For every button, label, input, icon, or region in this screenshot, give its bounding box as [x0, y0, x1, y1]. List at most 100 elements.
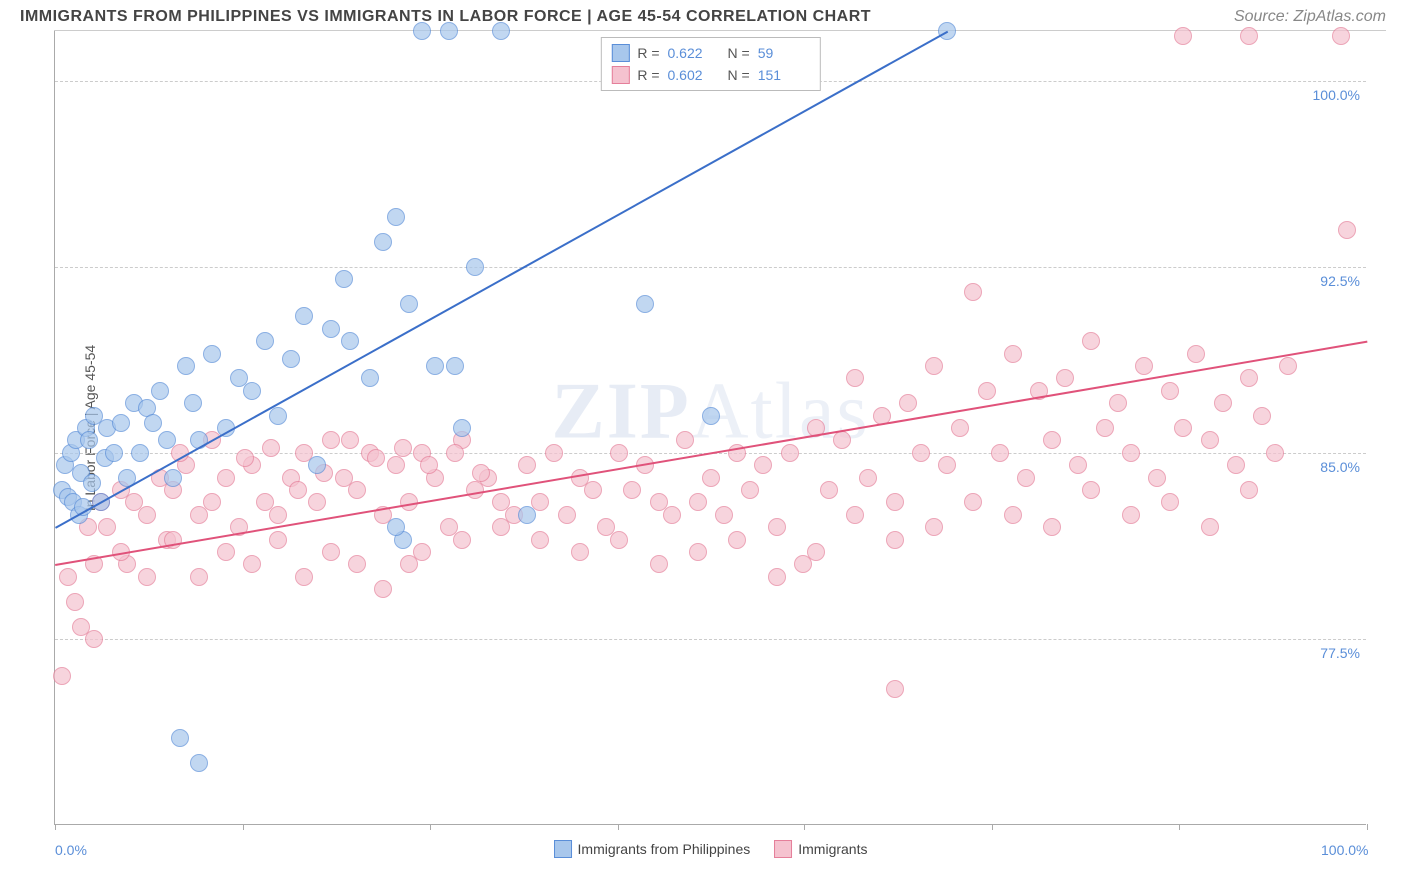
data-point [269, 531, 287, 549]
data-point [886, 531, 904, 549]
data-point [820, 481, 838, 499]
data-point [899, 394, 917, 412]
data-point [341, 332, 359, 350]
data-point [584, 481, 602, 499]
y-tick-label: 92.5% [1320, 273, 1360, 289]
x-tick [804, 824, 805, 830]
data-point [80, 431, 98, 449]
data-point [1122, 444, 1140, 462]
data-point [177, 357, 195, 375]
data-point [348, 555, 366, 573]
data-point [846, 369, 864, 387]
data-point [846, 506, 864, 524]
data-point [98, 518, 116, 536]
data-point [964, 493, 982, 511]
data-point [1338, 221, 1356, 239]
data-point [1227, 456, 1245, 474]
data-point [446, 444, 464, 462]
data-point [964, 283, 982, 301]
x-tick-label: 0.0% [55, 842, 87, 858]
gridline-horizontal [55, 267, 1366, 268]
data-point [256, 332, 274, 350]
data-point [236, 449, 254, 467]
data-point [217, 469, 235, 487]
data-point [1109, 394, 1127, 412]
data-point [1135, 357, 1153, 375]
data-point [164, 469, 182, 487]
legend-series-item: Immigrants from Philippines [554, 840, 751, 858]
chart-header: IMMIGRANTS FROM PHILIPPINES VS IMMIGRANT… [0, 0, 1406, 30]
trend-line [55, 31, 948, 529]
data-point [1201, 518, 1219, 536]
data-point [925, 518, 943, 536]
data-point [558, 506, 576, 524]
data-point [308, 456, 326, 474]
data-point [702, 469, 720, 487]
data-point [991, 444, 1009, 462]
data-point [925, 357, 943, 375]
legend-swatch [774, 840, 792, 858]
legend-r-value: 0.622 [668, 45, 720, 61]
data-point [112, 414, 130, 432]
data-point [446, 357, 464, 375]
legend-n-label: N = [728, 45, 750, 61]
legend-stats-row: R =0.602N =151 [611, 64, 809, 86]
data-point [440, 22, 458, 40]
data-point [282, 350, 300, 368]
data-point [1174, 419, 1192, 437]
data-point [453, 531, 471, 549]
data-point [715, 506, 733, 524]
y-tick-label: 85.0% [1320, 459, 1360, 475]
data-point [426, 357, 444, 375]
data-point [623, 481, 641, 499]
legend-series-label: Immigrants from Philippines [578, 841, 751, 857]
data-point [322, 320, 340, 338]
data-point [184, 394, 202, 412]
data-point [1004, 506, 1022, 524]
data-point [53, 667, 71, 685]
data-point [1056, 369, 1074, 387]
data-point [1332, 27, 1350, 45]
data-point [472, 464, 490, 482]
data-point [833, 431, 851, 449]
x-tick [992, 824, 993, 830]
data-point [394, 439, 412, 457]
data-point [807, 543, 825, 561]
data-point [1043, 518, 1061, 536]
data-point [492, 22, 510, 40]
data-point [171, 729, 189, 747]
data-point [689, 493, 707, 511]
data-point [1161, 493, 1179, 511]
legend-swatch [611, 66, 629, 84]
data-point [938, 456, 956, 474]
data-point [1240, 369, 1258, 387]
data-point [59, 568, 77, 586]
legend-series-label: Immigrants [798, 841, 867, 857]
data-point [1253, 407, 1271, 425]
data-point [728, 531, 746, 549]
x-tick-label: 100.0% [1321, 842, 1368, 858]
data-point [702, 407, 720, 425]
data-point [545, 444, 563, 462]
data-point [1201, 431, 1219, 449]
legend-r-label: R = [637, 45, 659, 61]
x-tick [1367, 824, 1368, 830]
data-point [85, 630, 103, 648]
data-point [1187, 345, 1205, 363]
data-point [1122, 506, 1140, 524]
data-point [518, 506, 536, 524]
watermark-zip: ZIP [551, 367, 690, 455]
data-point [1043, 431, 1061, 449]
data-point [144, 414, 162, 432]
legend-r-value: 0.602 [668, 67, 720, 83]
data-point [138, 506, 156, 524]
data-point [754, 456, 772, 474]
data-point [190, 754, 208, 772]
legend-series-item: Immigrants [774, 840, 867, 858]
legend-stats-row: R =0.622N =59 [611, 42, 809, 64]
data-point [387, 456, 405, 474]
data-point [978, 382, 996, 400]
x-tick [1179, 824, 1180, 830]
data-point [1096, 419, 1114, 437]
data-point [689, 543, 707, 561]
